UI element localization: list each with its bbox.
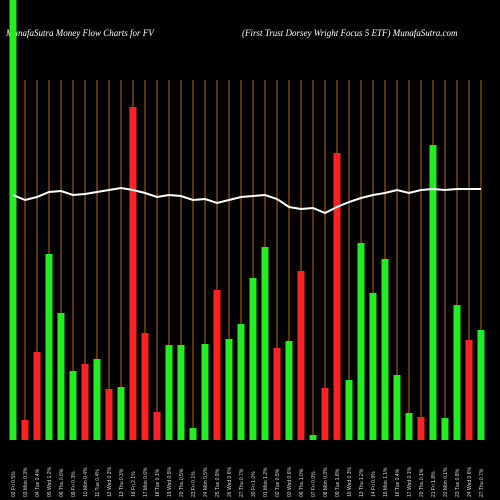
bar — [237, 324, 245, 440]
x-tick-label: 23 Fri 0.1% — [191, 471, 197, 497]
x-tick-label: 20 Thu 0.5% — [179, 468, 185, 497]
bar — [333, 153, 341, 440]
x-tick-label: 24 Mon 0.5% — [203, 467, 209, 497]
x-tick-label: 23 Tue 0.8% — [455, 468, 461, 497]
chart-title: MunafaSutra Money Flow Charts for FV — [5, 28, 155, 38]
x-tick-label: 22 Mon 0.1% — [443, 467, 449, 497]
x-tick-label: 17 Wed 0.1% — [407, 467, 413, 497]
bar — [309, 435, 317, 440]
x-tick-label: 02 Tue 0.5% — [275, 468, 281, 497]
bar — [381, 259, 389, 440]
x-tick-label: 09 Fri 0.3% — [71, 471, 77, 497]
bar — [417, 417, 425, 440]
bar — [21, 420, 29, 440]
x-tick-label: 11 Tue 0.4% — [95, 469, 101, 497]
bar — [9, 0, 17, 440]
x-tick-label: 10 Mon 0.4% — [83, 467, 89, 497]
bar — [465, 340, 473, 440]
x-tick-label: 18 Tue 0.1% — [155, 468, 161, 497]
x-tick-label: 13 Thu 0.3% — [119, 468, 125, 497]
bar — [93, 359, 101, 440]
bar — [141, 333, 149, 440]
x-tick-label: 13 Thu 1.2% — [359, 468, 365, 497]
x-tick-label: 01 Mon 1.2% — [263, 467, 269, 497]
bar — [285, 341, 293, 440]
bar — [165, 345, 173, 440]
price-line — [12, 186, 481, 215]
bar — [81, 364, 89, 440]
bar — [393, 375, 401, 440]
bar — [345, 380, 353, 440]
x-tick-label: 12 Wed 0.2% — [107, 467, 113, 497]
x-tick-label: 07 Fri 0.0% — [311, 471, 317, 497]
x-tick-label: 05 Wed 1.2% — [47, 467, 53, 497]
x-tick-label: 17 Mon 0.6% — [143, 467, 149, 497]
bar — [177, 345, 185, 440]
bar — [105, 389, 113, 440]
x-tick-label: 19 Wed 0.5% — [167, 467, 173, 497]
x-tick-label: 27 Thu 0.7% — [239, 468, 245, 497]
x-tick-label: 09 Tue 1.8% — [335, 468, 341, 497]
bar — [225, 339, 233, 440]
x-tick-label: 25 Tue 0.9% — [215, 468, 221, 497]
x-tick-label: 02 Fri 0.5% — [11, 471, 17, 497]
x-tick-label: 06 Thu 0.8% — [59, 468, 65, 497]
bar — [297, 271, 305, 440]
x-tick-label: 14 Fri 0.9% — [371, 471, 377, 497]
x-tick-label: 03 Mon 0.3% — [23, 467, 29, 497]
x-tick-label: 03 Wed 0.6% — [287, 467, 293, 497]
x-tick-label: 26 Wed 0.6% — [227, 467, 233, 497]
chart-subtitle: (First Trust Dorsey Wright Focus 5 ETF) … — [242, 28, 458, 38]
bar — [321, 388, 329, 440]
x-tick-label: 16 Tue 0.4% — [395, 468, 401, 497]
bar — [45, 254, 53, 440]
bar — [249, 278, 257, 440]
x-tick-label: 06 Thu 1.0% — [299, 468, 305, 497]
bar — [369, 293, 377, 440]
bar — [273, 348, 281, 440]
bar — [453, 305, 461, 440]
bar — [33, 352, 41, 440]
x-tick-label: 21 Fri 1.8% — [431, 471, 437, 497]
x-tick-label: 04 Tue 0.4% — [35, 468, 41, 497]
bar — [57, 313, 65, 440]
bar — [429, 145, 437, 440]
bar — [69, 371, 77, 440]
x-tick-label: 16 Fri 2.1% — [131, 471, 137, 497]
x-tick-label: 27 Thu 0.7% — [479, 468, 485, 497]
bar — [129, 107, 137, 440]
bar — [201, 344, 209, 440]
bar — [213, 290, 221, 440]
bar — [153, 412, 161, 440]
x-tick-label: 15 Mon 1.1% — [383, 467, 389, 497]
bar — [357, 243, 365, 440]
bar — [189, 428, 197, 440]
bar — [261, 247, 269, 440]
bar — [117, 387, 125, 440]
x-tick-label: 08 Mon 0.3% — [323, 467, 329, 497]
x-tick-label: 20 Thu 0.1% — [419, 468, 425, 497]
x-tick-label: 24 Wed 0.6% — [467, 467, 473, 497]
bar — [441, 418, 449, 440]
x-tick-label: 30 Fri 1.0% — [251, 471, 257, 497]
bar — [405, 413, 413, 440]
bar — [477, 330, 485, 440]
x-tick-label: 10 Wed 0.3% — [347, 467, 353, 497]
